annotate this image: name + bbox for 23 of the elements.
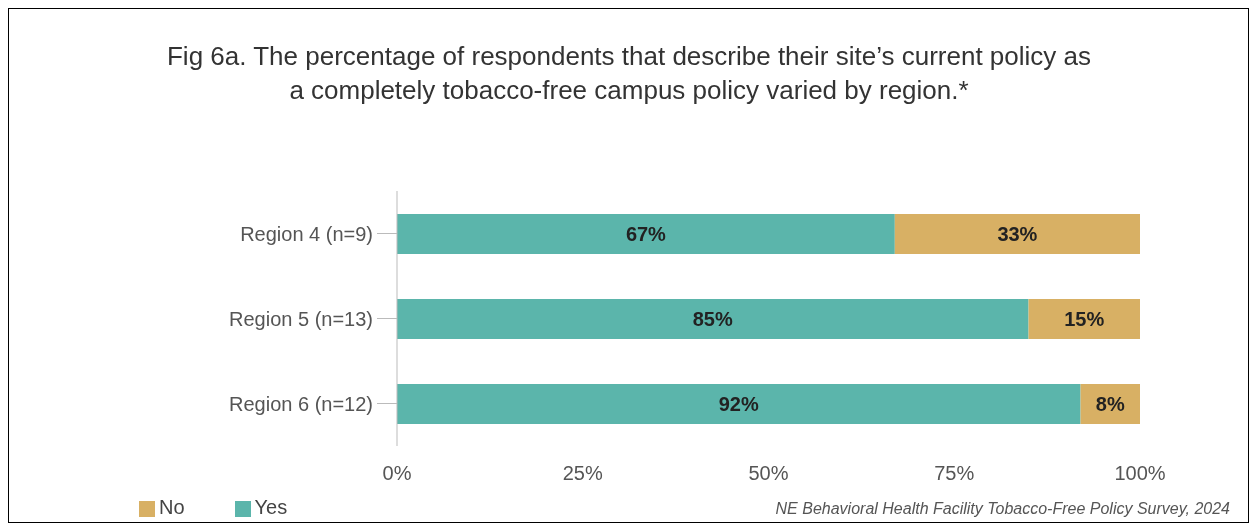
data-label: 85% xyxy=(692,308,734,330)
data-label: 33% xyxy=(997,223,1038,245)
x-tick-label: 0% xyxy=(382,462,412,485)
legend-label: Yes xyxy=(254,496,288,518)
data-label: 15% xyxy=(1064,308,1105,330)
bar xyxy=(397,384,1081,424)
y-tick-label: Region 6 (n=12) xyxy=(229,392,373,415)
y-tick-label: Region 5 (n=13) xyxy=(229,307,373,330)
x-tick-label: 75% xyxy=(934,462,975,485)
x-tick-label: 100% xyxy=(1114,462,1166,485)
text: NE Behavioral Health Facility Tobacco-Free Policy Survey, 2024 xyxy=(775,500,1230,518)
data-label: 92% xyxy=(718,393,760,415)
y-tick-label: Region 4 (n=9) xyxy=(240,222,373,245)
bar xyxy=(397,299,1029,339)
bar xyxy=(1028,299,1140,339)
x-tick-label: 50% xyxy=(748,462,789,485)
x-tick-label: 25% xyxy=(562,462,603,485)
data-label: 67% xyxy=(625,223,667,245)
chart-title: Fig 6a. The percentage of respondents that describe their site’s current policy as a completely tobacco-free campus policy varied by region.* xyxy=(166,40,1092,107)
data-label: 8% xyxy=(1095,393,1125,415)
bar xyxy=(894,214,1140,254)
bar xyxy=(397,214,895,254)
legend-label: No xyxy=(159,496,185,518)
